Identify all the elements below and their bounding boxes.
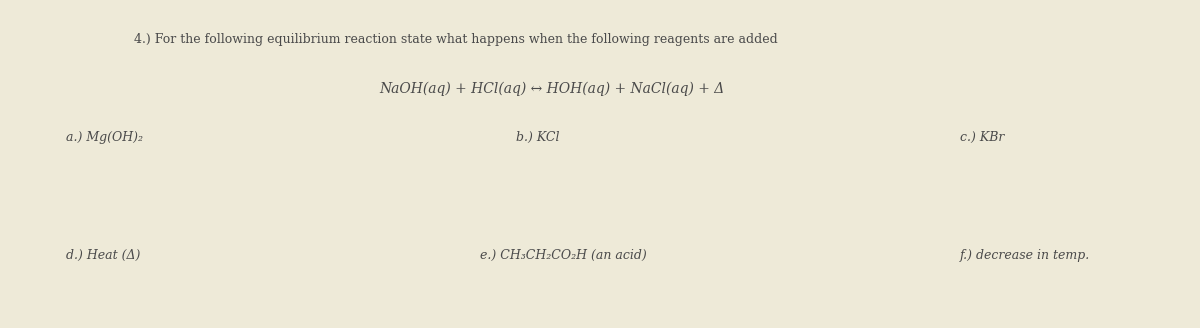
Text: f.) decrease in temp.: f.) decrease in temp. bbox=[960, 249, 1091, 262]
Text: NaOH(aq) + HCl(aq) ↔ HOH(aq) + NaCl(aq) + Δ: NaOH(aq) + HCl(aq) ↔ HOH(aq) + NaCl(aq) … bbox=[379, 81, 725, 96]
Text: d.) Heat (Δ): d.) Heat (Δ) bbox=[66, 249, 140, 262]
Text: 4.) For the following equilibrium reaction state what happens when the following: 4.) For the following equilibrium reacti… bbox=[134, 33, 778, 46]
Text: b.) KCl: b.) KCl bbox=[516, 131, 559, 144]
Text: e.) CH₃CH₂CO₂H (an acid): e.) CH₃CH₂CO₂H (an acid) bbox=[480, 249, 647, 262]
Text: a.) Mg(OH)₂: a.) Mg(OH)₂ bbox=[66, 131, 143, 144]
Text: c.) KBr: c.) KBr bbox=[960, 131, 1004, 144]
